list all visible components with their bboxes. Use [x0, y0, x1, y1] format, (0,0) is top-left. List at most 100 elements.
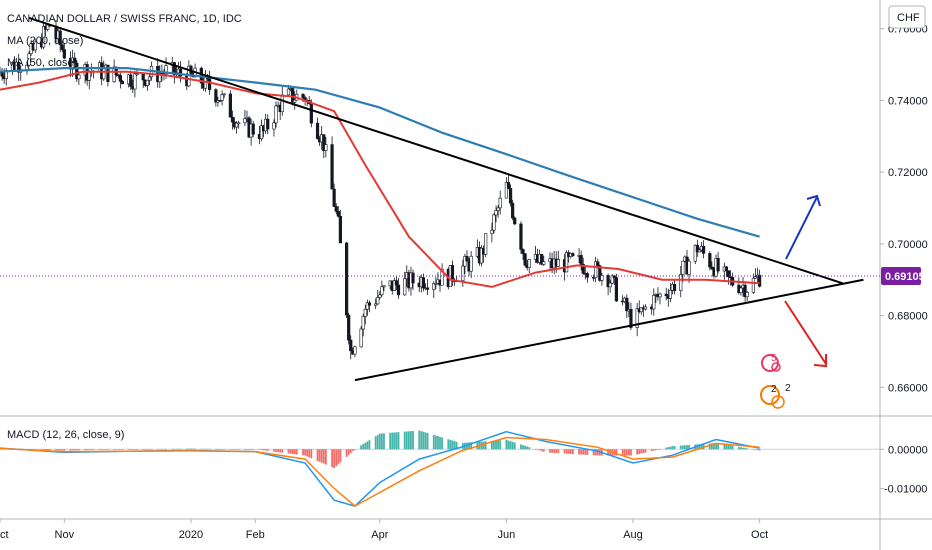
candle-body — [479, 247, 484, 264]
macd-legend[interactable]: MACD (12, 26, close, 9) — [7, 429, 124, 441]
candle-body — [668, 290, 672, 299]
candle-body — [237, 122, 241, 125]
macd-histogram-bar — [700, 444, 703, 450]
candle-body — [378, 294, 382, 298]
macd-histogram-bar — [200, 448, 203, 450]
macd-histogram-bar — [752, 449, 755, 450]
macd-histogram-bar — [565, 449, 568, 454]
time-axis[interactable]: Oct Nov 2020 Feb Apr Jun Aug Oct — [0, 519, 768, 541]
macd-histogram-bar — [495, 440, 497, 450]
macd-histogram-bar — [221, 448, 223, 450]
macd-histogram-bar — [679, 445, 682, 450]
candle-body — [681, 260, 685, 275]
macd-histogram-bar — [322, 449, 325, 464]
candle-body — [120, 81, 125, 85]
macd-histogram-bar — [754, 449, 757, 450]
macd-histogram-bar — [231, 449, 234, 450]
macd-histogram-bar — [173, 448, 176, 450]
macd-histogram-bar — [584, 449, 587, 455]
candle-body — [629, 309, 633, 328]
price-tick-label: 0.72000 — [888, 167, 928, 179]
macd-histogram-bar — [144, 449, 147, 450]
candle-body — [425, 287, 430, 290]
candle-body — [118, 75, 122, 82]
candle-body — [58, 30, 62, 46]
macd-histogram-bar — [715, 443, 717, 450]
candle-body — [222, 93, 226, 96]
macd-histogram-bar — [437, 436, 439, 450]
macd-histogram-bar — [117, 449, 120, 450]
macd-histogram-bar — [71, 449, 74, 451]
macd-histogram-bar — [335, 449, 338, 467]
currency-button[interactable]: CHF — [888, 5, 926, 29]
macd-histogram-bar — [727, 445, 730, 450]
macd-histogram-bar — [171, 448, 174, 450]
breakout-up-arrow[interactable] — [785, 194, 821, 260]
macd-histogram-bar — [142, 449, 145, 450]
price-axis[interactable]: 0.760000.740000.720000.700000.680000.660… — [880, 24, 928, 395]
candle-body — [614, 277, 619, 302]
candle-body — [158, 72, 162, 83]
macd-histogram-bar — [293, 449, 296, 455]
macd-histogram-bar — [644, 449, 647, 453]
macd-histogram-bar — [482, 441, 485, 450]
macd-histogram-bar — [636, 449, 639, 455]
ma200-line — [0, 67, 760, 238]
candle-body — [542, 261, 546, 265]
candle-body — [396, 284, 401, 296]
macd-histogram-bar — [264, 449, 267, 451]
ma200-legend[interactable]: MA (200, close) — [7, 35, 83, 47]
candle-body — [581, 264, 585, 274]
macd-histogram-bar — [710, 443, 713, 450]
macd-histogram-bar — [235, 449, 238, 450]
macd-histogram-bar — [374, 436, 377, 450]
candle-body — [519, 223, 523, 250]
candle-body — [251, 123, 255, 135]
earnings-marker-icon[interactable]: 5 — [761, 353, 781, 372]
macd-axis[interactable]: 0.00000 -0.01000 — [880, 444, 928, 495]
dividend-marker-icon[interactable]: 2 2 — [760, 383, 791, 409]
candle-body — [230, 116, 235, 123]
macd-histogram-bar — [505, 439, 508, 450]
macd-histogram-bar — [567, 449, 570, 454]
macd-histogram-bar — [86, 449, 89, 451]
svg-text:CHF: CHF — [897, 12, 920, 24]
price-tick-label: 0.74000 — [888, 95, 928, 107]
macd-histogram-bar — [426, 432, 429, 450]
candle-body — [625, 297, 629, 312]
candle-body — [716, 257, 720, 272]
macd-histogram-bar — [451, 440, 454, 450]
candle-body — [484, 233, 488, 255]
macd-histogram-bar — [586, 449, 589, 455]
svg-text:2: 2 — [771, 384, 777, 395]
macd-histogram-bar — [407, 431, 410, 450]
macd-histogram-bar — [119, 449, 122, 450]
macd-histogram-bar — [88, 449, 91, 451]
macd-histogram-bar — [277, 449, 280, 453]
macd-histogram-bar — [165, 448, 167, 450]
time-tick-label: Jun — [498, 529, 516, 541]
candle-body — [293, 99, 297, 103]
current-price-label: 0.69105 — [885, 271, 925, 283]
macd-histogram-bar — [684, 445, 686, 450]
macd-histogram-bar — [98, 449, 101, 450]
breakdown-down-arrow[interactable] — [784, 300, 827, 368]
macd-histogram-bar — [490, 440, 493, 450]
trendlines[interactable] — [28, 16, 864, 382]
macd-histogram-bar — [420, 431, 423, 450]
time-tick-label: Feb — [246, 529, 265, 541]
ma50-legend[interactable]: MA (50, close) — [7, 57, 77, 69]
macd-histogram-bar — [179, 448, 182, 450]
macd-histogram-bar — [746, 448, 749, 450]
macd-histogram-bar — [349, 449, 352, 454]
macd-histogram-bar — [657, 449, 659, 450]
candle-body — [392, 280, 396, 291]
candle-body — [334, 206, 338, 212]
macd-histogram-bar — [214, 448, 217, 450]
candle-body — [145, 79, 149, 86]
macd-histogram-bar — [366, 441, 369, 450]
macd-histogram-bar — [688, 444, 690, 450]
candle-body — [259, 125, 264, 140]
candle-body — [596, 261, 600, 266]
